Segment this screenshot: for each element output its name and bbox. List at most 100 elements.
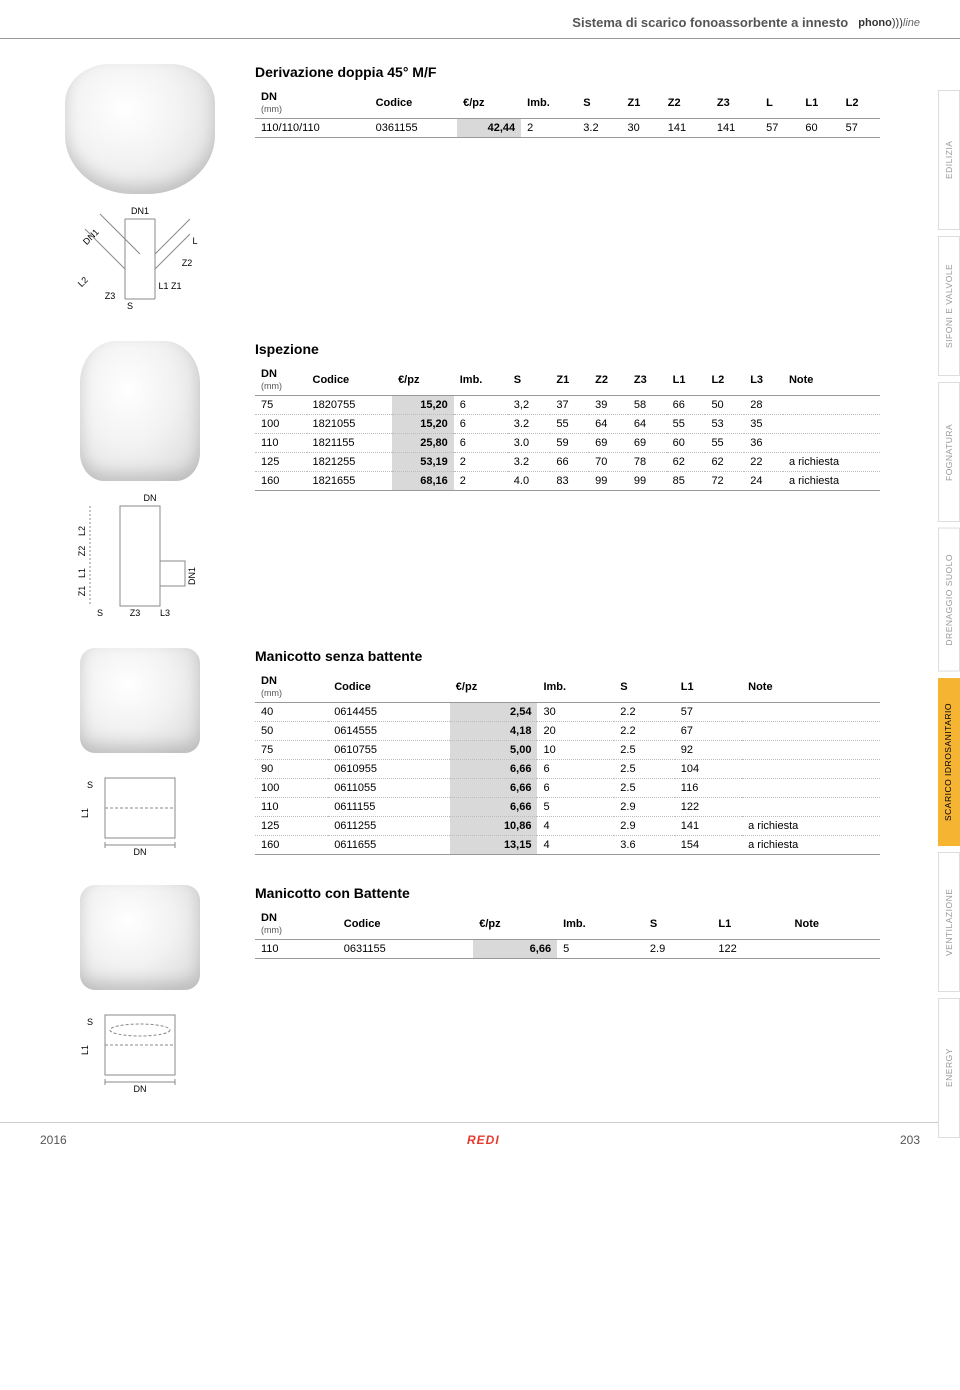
side-tab[interactable]: SIFONI E VALVOLE [938,236,960,376]
column-header: L1 [675,672,742,703]
table-cell: 62 [667,453,706,472]
table-cell: 1820755 [307,396,393,415]
svg-text:L2: L2 [76,275,90,289]
column-header: L1 [712,909,788,940]
table-cell: 39 [589,396,628,415]
table-cell: 104 [675,760,742,779]
table-cell: 6 [454,396,508,415]
table-cell: 0361155 [370,119,458,138]
table-cell: 0611155 [328,798,450,817]
table-cell: 6 [537,779,614,798]
table-cell: 72 [705,472,744,491]
table-con-battente: DN(mm)Codice€/pzImb.SL1Note 11006311556,… [255,909,880,959]
table-cell: 75 [255,741,328,760]
table-cell: 69 [628,434,667,453]
table-cell: 0611655 [328,836,450,855]
section-senza-battente: S L1 DN Manicotto senza battente DN(mm)C… [50,648,880,860]
table-cell: 53 [705,415,744,434]
table-cell: 3.2 [577,119,621,138]
column-header: Imb. [537,672,614,703]
table-cell: 55 [550,415,589,434]
table-cell: 78 [628,453,667,472]
table-cell: 30 [537,703,614,722]
table-cell: 5,00 [450,741,538,760]
table-cell: 1821655 [307,472,393,491]
table-cell: 0611255 [328,817,450,836]
section-title: Derivazione doppia 45° M/F [255,64,880,80]
svg-text:L3: L3 [160,608,170,618]
svg-text:DN1: DN1 [187,567,197,585]
column-header: DN(mm) [255,909,338,940]
section-title: Manicotto senza battente [255,648,880,664]
column-header: Codice [307,365,393,396]
table-cell: 2 [454,472,508,491]
table-cell: 57 [760,119,799,138]
table-cell [742,741,880,760]
side-tab[interactable]: DRENAGGIO SUOLO [938,528,960,672]
table-cell [783,434,880,453]
table-cell [789,940,880,959]
table-cell: 4 [537,836,614,855]
svg-text:S: S [87,780,93,790]
column-header: Z2 [662,88,711,119]
table-cell: 66 [667,396,706,415]
svg-text:Z1: Z1 [77,586,87,597]
table-row: 110182115525,8063.0596969605536 [255,434,880,453]
column-header: Z3 [711,88,760,119]
table-cell: 24 [744,472,783,491]
table-cell: 55 [705,434,744,453]
column-header: €/pz [457,88,521,119]
table-cell: 0614455 [328,703,450,722]
column-header: Imb. [521,88,577,119]
table-cell: 64 [628,415,667,434]
column-header: Z2 [589,365,628,396]
table-cell: 141 [675,817,742,836]
table-cell: 37 [550,396,589,415]
column-header: Note [742,672,880,703]
table-cell: 90 [255,760,328,779]
table-cell: 2.5 [614,760,675,779]
side-tab[interactable]: ENERGY [938,998,960,1138]
table-cell: 92 [675,741,742,760]
table-cell: 6 [454,415,508,434]
table-cell: 4 [537,817,614,836]
svg-text:S: S [127,301,133,311]
page-title: Sistema di scarico fonoassorbente a inne… [572,15,848,30]
column-header: L2 [840,88,880,119]
table-cell: 2.2 [614,703,675,722]
table-cell: 1821155 [307,434,393,453]
section-title: Ispezione [255,341,880,357]
column-header: Note [789,909,880,940]
column-header: L2 [705,365,744,396]
side-tab[interactable]: SCARICO IDROSANITARIO [938,678,960,846]
table-cell: 154 [675,836,742,855]
table-cell [783,396,880,415]
side-tab[interactable]: VENTILAZIONE [938,852,960,992]
svg-text:DN: DN [134,1084,147,1094]
table-cell: 59 [550,434,589,453]
column-header: L [760,88,799,119]
side-tab[interactable]: FOGNATURA [938,382,960,522]
table-cell: 75 [255,396,307,415]
svg-text:Z3: Z3 [105,291,116,301]
svg-text:Z2: Z2 [77,546,87,557]
column-header: Imb. [454,365,508,396]
column-header: L3 [744,365,783,396]
table-cell: 2.9 [614,817,675,836]
footer-brand-logo: REDI [467,1133,500,1147]
phono-logo: phono)))line [858,17,920,29]
table-cell: 4,18 [450,722,538,741]
table-cell: 5 [557,940,644,959]
table-cell: 50 [255,722,328,741]
table-cell [742,703,880,722]
table-cell: a richiesta [783,453,880,472]
table-cell: 141 [711,119,760,138]
product-image-con-battente [80,885,200,990]
table-cell [783,415,880,434]
table-cell: 83 [550,472,589,491]
table-cell: a richiesta [783,472,880,491]
column-header: S [577,88,621,119]
table-cell: a richiesta [742,836,880,855]
table-cell: 36 [744,434,783,453]
side-tab[interactable]: EDILIZIA [938,90,960,230]
